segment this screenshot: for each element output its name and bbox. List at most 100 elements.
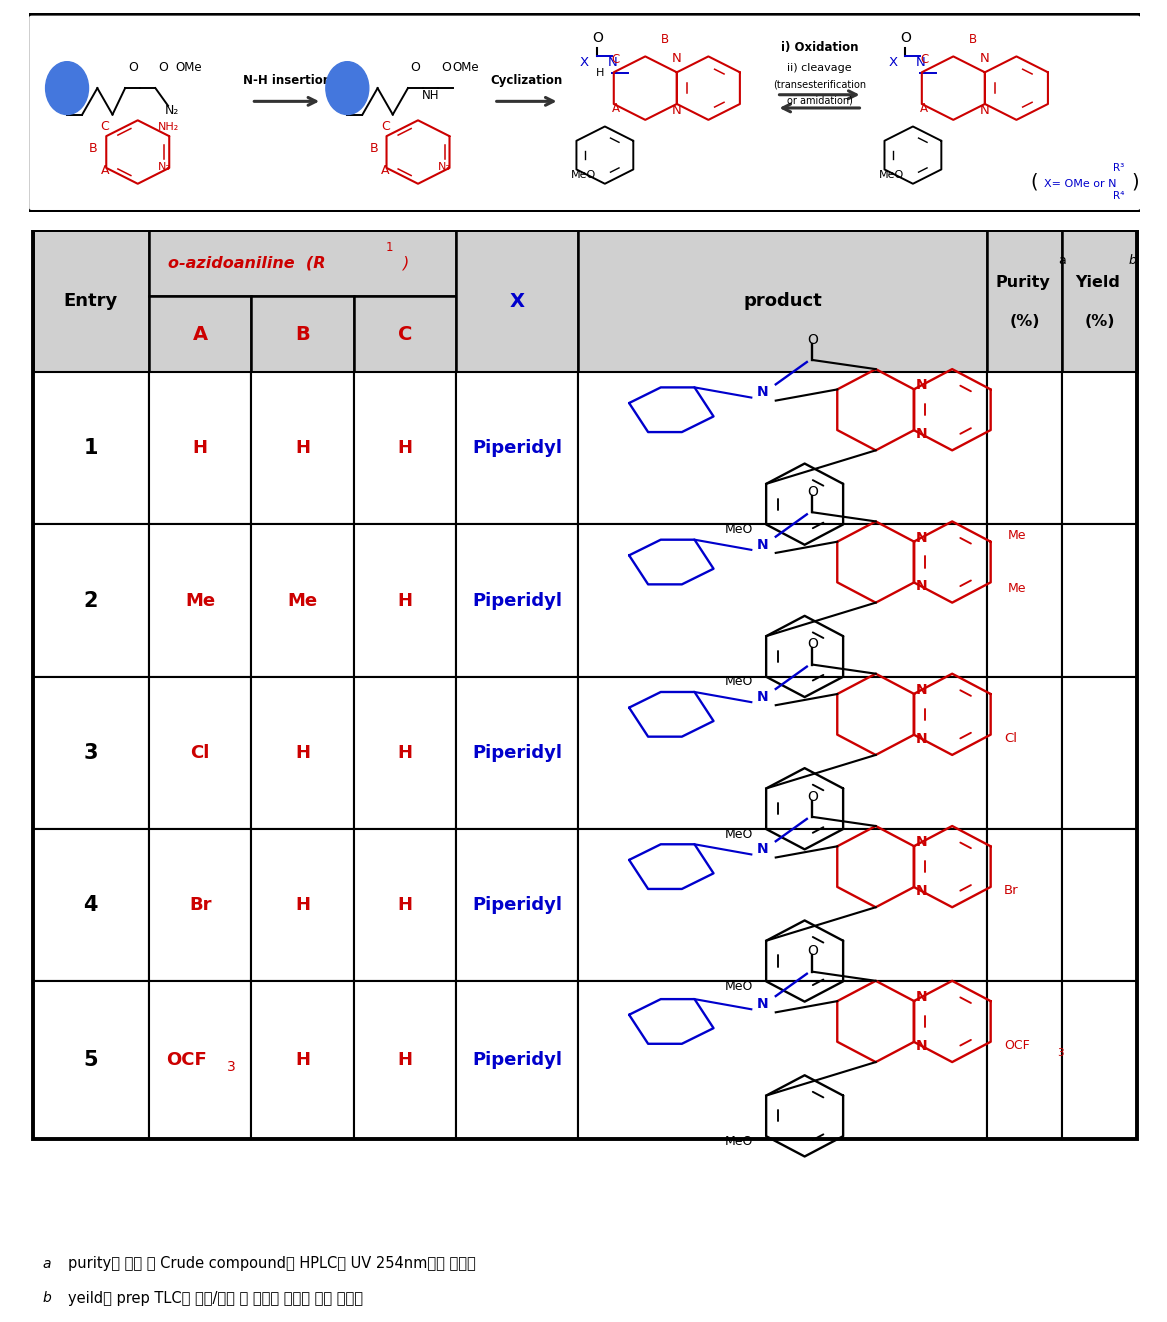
Text: yeild는 prep TLC로 분리/정제 후 순수한 물질의 양을 기반함: yeild는 prep TLC로 분리/정제 후 순수한 물질의 양을 기반함: [68, 1290, 363, 1306]
Text: 5: 5: [84, 1050, 98, 1069]
Text: (transesterification: (transesterification: [773, 79, 866, 90]
Text: MeO: MeO: [725, 828, 753, 841]
Text: O: O: [592, 30, 602, 45]
Text: MeO: MeO: [571, 171, 596, 181]
Text: MeO: MeO: [879, 171, 903, 181]
FancyBboxPatch shape: [28, 15, 1141, 212]
Text: N: N: [916, 427, 928, 442]
Bar: [578, 525, 987, 677]
Bar: [578, 981, 987, 1138]
Bar: [33, 829, 149, 981]
Text: A: A: [100, 164, 110, 177]
Bar: [251, 829, 354, 981]
Text: o-azidoaniline  (R: o-azidoaniline (R: [168, 255, 326, 271]
Text: ): ): [1131, 172, 1139, 192]
Text: Piperidyl: Piperidyl: [471, 439, 561, 457]
Text: O: O: [411, 61, 420, 74]
Text: i) Oxidation: i) Oxidation: [781, 41, 858, 54]
Text: O: O: [808, 789, 818, 804]
Text: b: b: [1128, 254, 1137, 267]
Bar: [354, 677, 456, 829]
Text: NH₂: NH₂: [158, 122, 180, 132]
Text: N: N: [916, 378, 928, 393]
Text: Piperidyl: Piperidyl: [471, 744, 561, 761]
Text: 2: 2: [84, 591, 98, 611]
Text: (: (: [1030, 172, 1037, 192]
Text: OCF: OCF: [167, 1051, 208, 1069]
Text: N: N: [916, 884, 928, 898]
Text: B: B: [89, 141, 97, 155]
Bar: [354, 829, 456, 981]
Text: N₂: N₂: [165, 103, 179, 116]
Text: H: H: [595, 67, 605, 78]
Text: C: C: [920, 53, 928, 66]
Text: N: N: [756, 690, 768, 705]
Text: C: C: [100, 120, 110, 134]
Text: purity는 정제 전 Crude compound의 HPLC（ UV 254nm）에 근거함: purity는 정제 전 Crude compound의 HPLC（ UV 25…: [68, 1256, 476, 1272]
Bar: [33, 373, 149, 525]
Text: N₃: N₃: [158, 161, 170, 172]
Text: H: H: [397, 896, 412, 915]
Text: N: N: [916, 836, 928, 849]
Text: ii) cleavage: ii) cleavage: [788, 62, 852, 73]
Text: Cl: Cl: [190, 744, 210, 761]
Text: R³: R³: [1113, 163, 1125, 173]
Bar: [1062, 230, 1137, 373]
Text: Cyclization: Cyclization: [490, 74, 562, 87]
Bar: [987, 981, 1062, 1138]
Text: 3: 3: [1057, 1048, 1064, 1058]
Bar: [456, 525, 578, 677]
Text: N: N: [608, 56, 617, 69]
Text: O: O: [158, 61, 168, 74]
Bar: [354, 981, 456, 1138]
Bar: [1062, 829, 1137, 981]
Text: (%): (%): [1009, 313, 1040, 329]
Text: Me: Me: [1008, 582, 1026, 595]
Bar: [987, 829, 1062, 981]
Bar: [1062, 373, 1137, 525]
Text: b: b: [42, 1292, 51, 1305]
Text: H: H: [397, 592, 412, 609]
Text: H: H: [295, 896, 310, 915]
Bar: [987, 525, 1062, 677]
Text: H: H: [295, 439, 310, 457]
Text: N: N: [916, 1039, 928, 1052]
Bar: [33, 230, 149, 373]
Text: B: B: [661, 33, 669, 46]
Text: N: N: [672, 52, 682, 65]
Text: MeO: MeO: [725, 524, 753, 535]
Text: N: N: [672, 103, 682, 116]
Bar: [354, 525, 456, 677]
Bar: [33, 677, 149, 829]
Text: X: X: [510, 292, 524, 311]
Text: Br: Br: [189, 896, 211, 915]
Bar: [354, 296, 456, 373]
Text: N: N: [916, 990, 928, 1005]
Bar: [1062, 981, 1137, 1138]
Text: a: a: [42, 1257, 51, 1270]
Text: 3: 3: [228, 1060, 236, 1075]
Text: X= OMe or N: X= OMe or N: [1044, 180, 1117, 189]
Text: Br: Br: [1004, 884, 1019, 898]
Text: MeO: MeO: [725, 676, 753, 689]
Text: product: product: [743, 292, 822, 311]
Bar: [251, 677, 354, 829]
Text: NH: NH: [422, 89, 440, 102]
Text: OMe: OMe: [175, 61, 202, 74]
Text: H: H: [295, 744, 310, 761]
Text: N: N: [916, 731, 928, 746]
Text: MeO: MeO: [725, 1134, 753, 1147]
Text: C: C: [612, 53, 620, 66]
Text: H: H: [397, 439, 412, 457]
Text: C: C: [398, 325, 412, 344]
Text: Me: Me: [186, 592, 216, 609]
Text: N: N: [756, 997, 768, 1011]
Bar: [578, 677, 987, 829]
Text: A: A: [380, 164, 390, 177]
Bar: [987, 230, 1062, 373]
Text: OMe: OMe: [453, 61, 480, 74]
Bar: [456, 981, 578, 1138]
Text: a: a: [1058, 254, 1067, 267]
Text: B: B: [295, 325, 310, 344]
Text: Purity: Purity: [995, 275, 1050, 291]
